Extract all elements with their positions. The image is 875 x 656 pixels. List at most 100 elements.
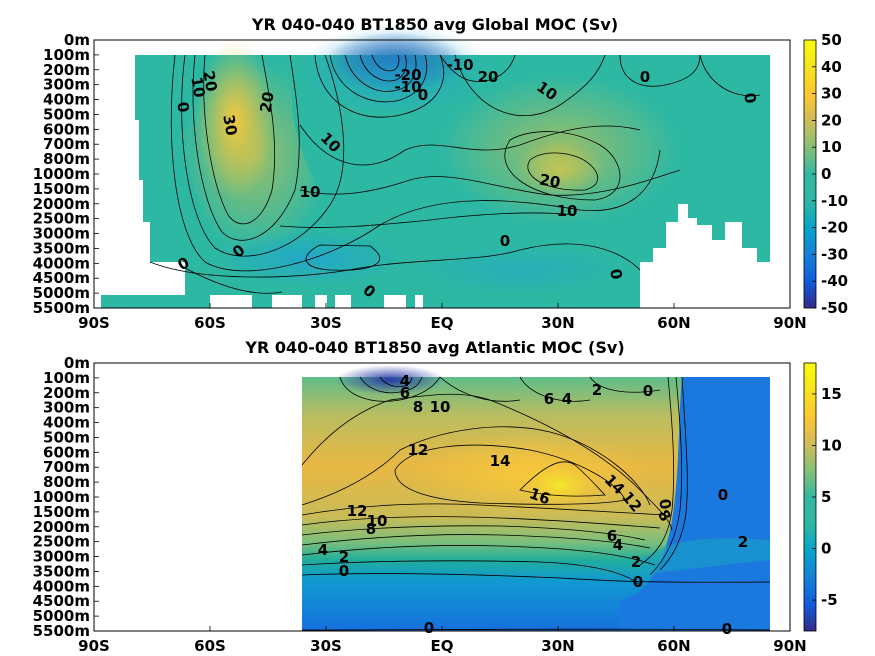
contour-label: 2	[631, 553, 641, 571]
y-tick-label: 100m	[43, 46, 90, 64]
colorbar-tick-label: -10	[821, 192, 848, 210]
colorbar-tick-label: 40	[821, 58, 842, 76]
atlantic-moc-north-blue	[620, 377, 770, 631]
y-tick-label: 600m	[43, 443, 90, 461]
contour-label: 0	[655, 497, 675, 510]
global-moc-title: YR 040-040 BT1850 avg Global MOC (Sv)	[251, 15, 618, 34]
global-moc-topo-gap	[415, 295, 423, 308]
y-tick-label: 700m	[43, 135, 90, 153]
y-tick-label: 400m	[43, 414, 90, 432]
contour-label: 0	[643, 382, 653, 400]
x-tick-label: 90N	[773, 314, 806, 332]
contour-label: 2	[339, 548, 349, 566]
global-moc-contour-labels: 20 10 0 30 20 10 10 -20 -10 0 -10 20 10 …	[173, 56, 760, 301]
y-tick-label: 800m	[43, 473, 90, 491]
contour-label: 12	[408, 441, 429, 459]
contour-label: 6	[607, 527, 617, 545]
x-tick-label: 90N	[773, 637, 806, 655]
contour-label: 30	[219, 113, 240, 137]
contour-label: 0	[633, 573, 643, 591]
contour-label: 0	[339, 562, 349, 580]
atlantic-moc-colorbar: 15 10 5 0 -5	[803, 362, 842, 632]
colorbar-tick-label: -30	[821, 245, 848, 263]
global-moc-topo-gap	[315, 295, 327, 308]
contour-label: 0	[418, 86, 428, 104]
y-tick-label: 3500m	[33, 562, 90, 580]
x-tick-label: 60N	[657, 314, 690, 332]
global-moc-contours	[149, 54, 761, 294]
y-tick-label: 5500m	[33, 299, 90, 317]
contour-label: 10	[367, 512, 388, 530]
x-tick-label: 60S	[194, 637, 226, 655]
atlantic-moc-north-zero	[640, 538, 770, 575]
x-tick-label: EQ	[431, 637, 454, 655]
y-tick-label: 700m	[43, 458, 90, 476]
y-tick-label: 600m	[43, 120, 90, 138]
contour-label: 14	[490, 452, 511, 470]
y-tick-label: 4500m	[33, 269, 90, 287]
y-tick-label: 400m	[43, 91, 90, 109]
y-tick-label: 300m	[43, 76, 90, 94]
colorbar-tick-label: 15	[821, 385, 842, 403]
y-tick-label: 4500m	[33, 592, 90, 610]
x-tick-label: 60S	[194, 314, 226, 332]
y-tick-label: 1500m	[33, 180, 90, 198]
contour-label: 0	[606, 267, 626, 280]
y-tick-label: 3500m	[33, 239, 90, 257]
x-tick-label: 60N	[657, 637, 690, 655]
y-tick-label: 4000m	[33, 577, 90, 595]
x-tick-label: 30S	[310, 314, 342, 332]
contour-label: 0	[740, 91, 760, 104]
atlantic-moc-tropical-neg	[335, 365, 445, 395]
atlantic-moc-title: YR 040-040 BT1850 avg Atlantic MOC (Sv)	[244, 338, 624, 357]
y-tick-label: 500m	[43, 428, 90, 446]
colorbar-tick-label: 0	[821, 540, 831, 558]
colorbar-tick-label: 30	[821, 85, 842, 103]
contour-label: 20	[538, 170, 562, 191]
x-tick-label: 30N	[541, 637, 574, 655]
global-moc-colorbar: 50 40 30 20 10 0 -10 -20 -30 -40 -50	[803, 31, 848, 317]
contour-label: 0	[640, 68, 650, 86]
colorbar-tick-label: 5	[821, 488, 831, 506]
y-tick-label: 2500m	[33, 210, 90, 228]
contour-label: 20	[256, 90, 277, 114]
y-tick-label: 300m	[43, 399, 90, 417]
y-tick-label: 5000m	[33, 284, 90, 302]
atlantic-moc-max-core	[515, 460, 605, 510]
contour-label: 2	[738, 533, 748, 551]
contour-label: 10	[557, 202, 578, 220]
atlantic-moc-axes: 0m100m200m300m400m500m600m700m800m1000m1…	[33, 354, 807, 655]
contour-label: 0	[173, 100, 193, 113]
contour-label: 0	[500, 232, 510, 250]
y-tick-label: 3000m	[33, 225, 90, 243]
contour-label: 6	[400, 384, 410, 402]
contour-label: 4	[613, 536, 623, 554]
contour-label: 4	[562, 390, 572, 408]
global-moc-axes: 0m100m200m300m400m500m600m700m800m1000m1…	[33, 31, 807, 332]
contour-label: 2	[592, 381, 602, 399]
global-moc-topo-gap	[384, 295, 406, 308]
contour-label: 20	[199, 69, 220, 93]
colorbar-tick-label: -5	[821, 591, 838, 609]
y-tick-label: 800m	[43, 150, 90, 168]
colorbar-tick-label: 10	[821, 138, 842, 156]
x-tick-label: 30N	[541, 314, 574, 332]
contour-label: -10	[394, 78, 421, 96]
y-tick-label: 2500m	[33, 533, 90, 551]
global-moc-bottom-cell-east	[410, 245, 630, 295]
atlantic-moc-panel: YR 040-040 BT1850 avg Atlantic MOC (Sv)	[33, 338, 842, 655]
contour-label: 8	[366, 520, 376, 538]
y-tick-label: 2000m	[33, 518, 90, 536]
y-tick-label: 200m	[43, 61, 90, 79]
contour-label: 0	[718, 486, 728, 504]
y-tick-label: 5500m	[33, 622, 90, 640]
atlantic-moc-contours	[301, 376, 771, 631]
global-moc-topo-gap	[210, 295, 252, 308]
contour-label: 6	[544, 390, 554, 408]
contour-label: 10	[300, 183, 321, 201]
x-tick-label: 90S	[78, 314, 110, 332]
contour-label: 12	[347, 502, 368, 520]
y-tick-label: 200m	[43, 384, 90, 402]
y-tick-label: 1500m	[33, 503, 90, 521]
